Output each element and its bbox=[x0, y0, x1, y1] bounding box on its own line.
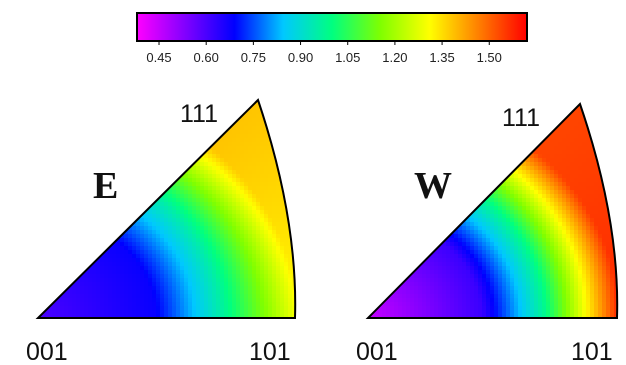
colorbar-tick-label: 1.05 bbox=[335, 50, 360, 65]
colorbar-tick-label: 0.90 bbox=[288, 50, 313, 65]
corner-label-111: 111 bbox=[502, 104, 540, 132]
corner-label-001: 001 bbox=[356, 338, 398, 365]
panel-title: E bbox=[93, 165, 118, 207]
ipf-outline bbox=[365, 102, 619, 319]
ipf-field bbox=[38, 100, 296, 318]
ipf-panel-e: E 001 111 101 bbox=[26, 98, 297, 365]
ipf-outline bbox=[35, 98, 297, 319]
colorbar-tick-label: 1.50 bbox=[477, 50, 502, 65]
colorbar-gradient bbox=[136, 12, 528, 42]
corner-label-001: 001 bbox=[26, 338, 68, 365]
ipf-panel-w: W 001 111 101 bbox=[356, 102, 619, 365]
panel-title: W bbox=[414, 165, 452, 207]
corner-label-101: 101 bbox=[571, 338, 613, 365]
colorbar-tick-label: 0.45 bbox=[146, 50, 171, 65]
colorbar-tick-label: 0.60 bbox=[194, 50, 219, 65]
corner-label-111: 111 bbox=[180, 100, 218, 128]
panels: E 001 111 101 W 001 111 101 bbox=[26, 98, 619, 365]
colorbar-tick-label: 0.75 bbox=[241, 50, 266, 65]
colorbar-tick-label: 1.20 bbox=[382, 50, 407, 65]
colorbar-tick-label: 1.35 bbox=[429, 50, 454, 65]
ipf-field bbox=[368, 104, 618, 318]
corner-label-101: 101 bbox=[249, 338, 291, 365]
colorbar: 0.45 0.60 0.75 0.90 1.05 1.20 1.35 1.50 bbox=[136, 12, 528, 65]
